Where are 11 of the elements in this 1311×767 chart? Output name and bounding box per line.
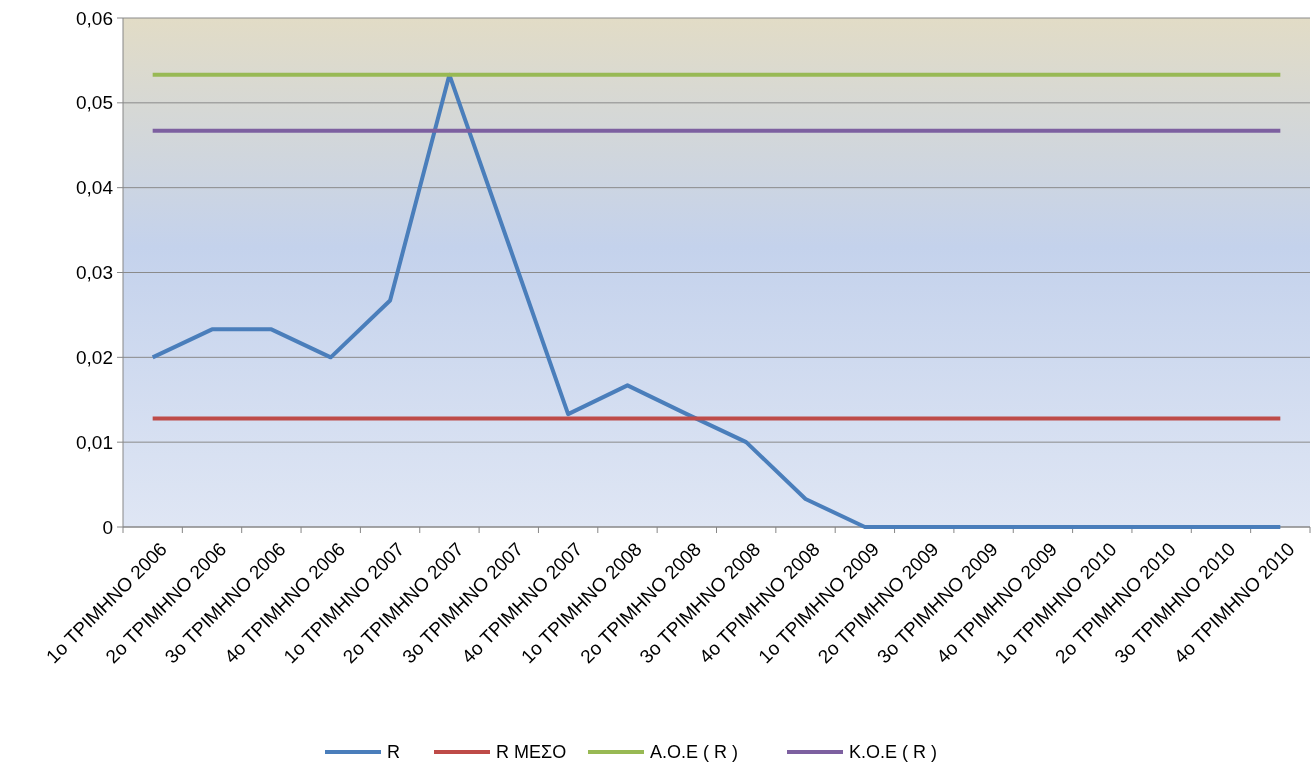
- y-tick-label: 0,03: [76, 262, 113, 284]
- y-tick-label: 0,06: [76, 7, 113, 29]
- y-tick-label: 0,02: [76, 346, 113, 368]
- y-tick-label: 0: [102, 516, 113, 538]
- legend-label: R: [387, 742, 400, 763]
- y-tick-label: 0,01: [76, 431, 113, 453]
- legend-label: Α.Ο.Ε ( R ): [650, 742, 739, 763]
- y-tick-label: 0,05: [76, 92, 113, 114]
- legend-label: R ΜΕΣΟ: [496, 742, 567, 763]
- y-tick-label: 0,04: [76, 177, 114, 199]
- legend-label: Κ.Ο.Ε ( R ): [849, 742, 938, 763]
